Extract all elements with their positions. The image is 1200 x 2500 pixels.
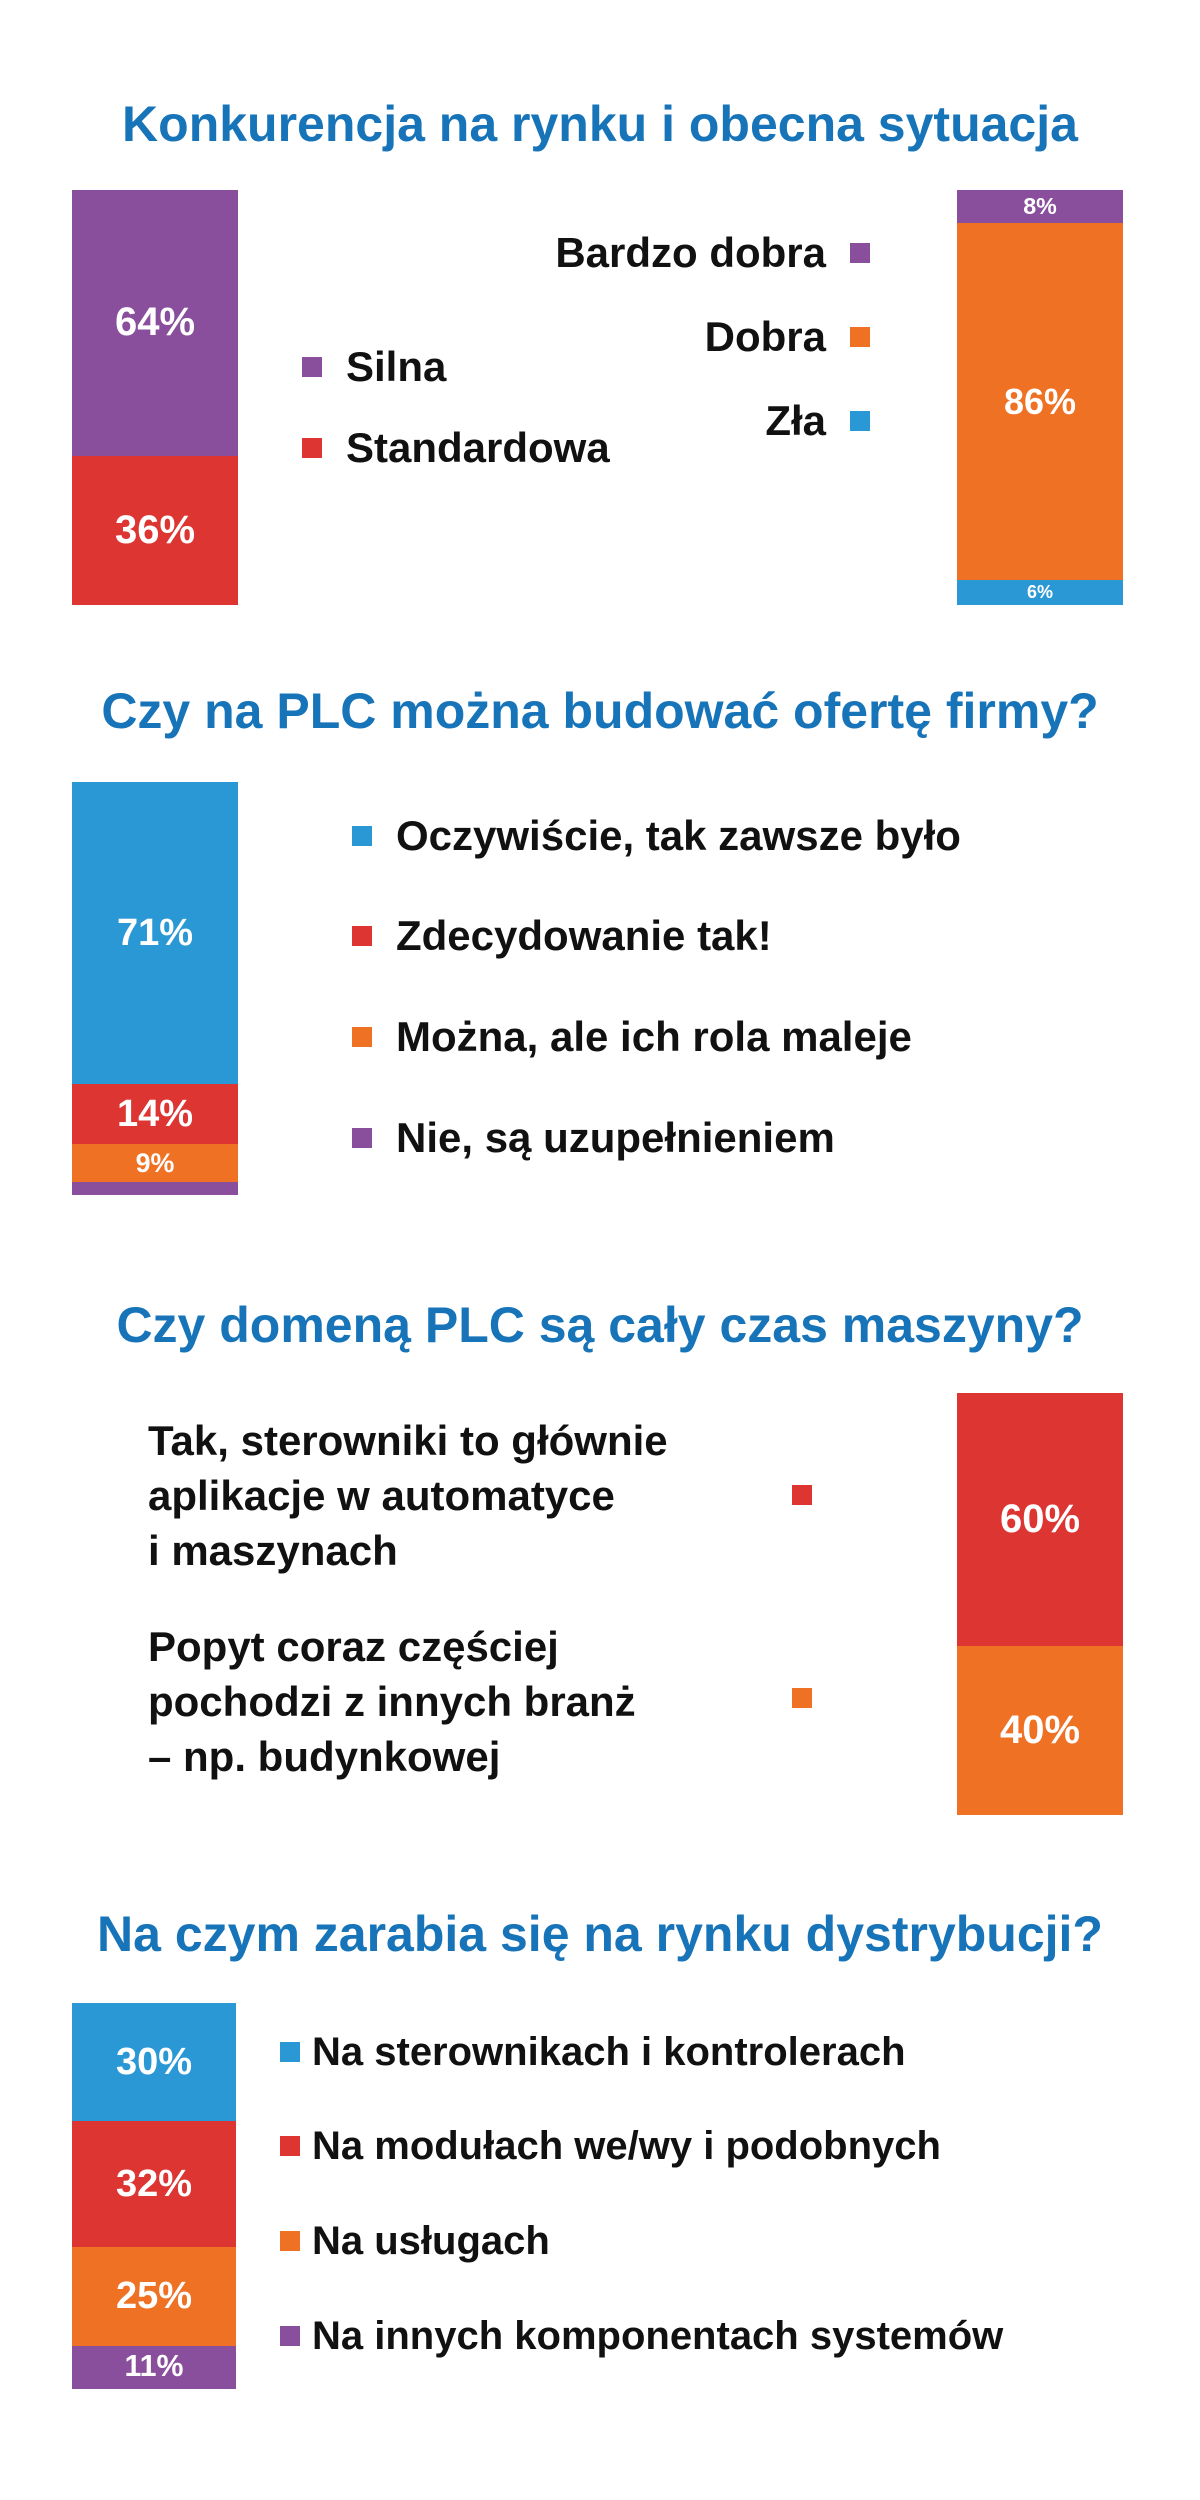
bar-segment: 6% — [957, 580, 1123, 605]
bar-segment: 11% — [72, 2345, 236, 2389]
bar-segment: 60% — [957, 1393, 1123, 1647]
data-label: 25% — [115, 2274, 193, 2317]
legend-item-inne: Na innych komponentach systemów — [280, 2308, 1003, 2364]
legend-item-sterowniki: Na sterownikach i kontrolerach — [280, 2024, 906, 2080]
legend-swatch — [850, 411, 870, 431]
legend-label: Oczywiście, tak zawsze było — [396, 812, 961, 859]
legend-swatch — [352, 1027, 372, 1047]
legend-label: Zdecydowanie tak! — [396, 912, 772, 959]
data-label: 40% — [999, 1708, 1081, 1753]
legend-label: Na usługach — [312, 2218, 550, 2263]
legend-swatch — [280, 2042, 300, 2062]
bar-segment: 32% — [72, 2121, 236, 2248]
legend-item-zdecydowanie: Zdecydowanie tak! — [352, 908, 772, 964]
chart3-bar: 71% 14% 9% — [72, 782, 238, 1195]
legend-item-moduly: Na modułach we/wy i podobnych — [280, 2118, 941, 2174]
legend-item-dobra: Dobra — [470, 309, 870, 365]
chart3-title: Czy na PLC można budować ofertę firmy? — [101, 683, 1099, 739]
legend-item-popyt: Popyt coraz częściej pochodzi z innych b… — [148, 1623, 636, 1780]
bar-segment: 64% — [72, 190, 238, 456]
data-label: 71% — [116, 911, 194, 954]
legend-swatch — [850, 243, 870, 263]
bar-segment — [72, 1182, 238, 1195]
legend-item-uslugi: Na usługach — [280, 2213, 550, 2269]
legend-swatch — [352, 926, 372, 946]
legend-swatch-tak — [792, 1485, 812, 1505]
legend-item-silna: Silna — [302, 339, 446, 395]
chart1-title: Konkurencja na rynku i obecna sytuacja — [122, 96, 1078, 152]
legend-swatch — [352, 826, 372, 846]
legend-label: Dobra — [704, 313, 826, 360]
data-label: 11% — [124, 2350, 184, 2384]
legend-item-oczywiscie: Oczywiście, tak zawsze było — [352, 808, 961, 864]
chart4-title: Czy domeną PLC są cały czas maszyny? — [116, 1297, 1084, 1353]
chart5-title: Na czym zarabia się na rynku dystrybucji… — [97, 1906, 1103, 1962]
bar-segment: 30% — [72, 2003, 236, 2122]
legend-swatch — [302, 438, 322, 458]
data-label: 8% — [1023, 193, 1057, 220]
legend-item-standardowa: Standardowa — [302, 420, 610, 476]
data-label: 9% — [135, 1147, 175, 1178]
legend-swatch — [352, 1128, 372, 1148]
legend-swatch — [280, 2231, 300, 2251]
bar-segment: 86% — [957, 223, 1123, 581]
legend-item-tak: Tak, sterowniki to głównie aplikacje w a… — [148, 1417, 668, 1574]
legend-swatch — [280, 2326, 300, 2346]
data-label: 6% — [1026, 582, 1053, 603]
bar-segment: 40% — [957, 1646, 1123, 1815]
legend-label: Na modułach we/wy i podobnych — [312, 2123, 941, 2168]
legend-item-zla: Zła — [470, 393, 870, 449]
bar-segment: 9% — [72, 1143, 238, 1183]
data-label: 36% — [114, 507, 196, 552]
legend-item-nie: Nie, są uzupełnieniem — [352, 1110, 835, 1166]
legend-label: Na sterownikach i kontrolerach — [312, 2029, 906, 2074]
data-label: 14% — [116, 1092, 194, 1135]
chart4-bar: 60% 40% — [957, 1393, 1123, 1815]
data-label: 30% — [115, 2040, 193, 2083]
legend-item-mozna: Można, ale ich rola maleje — [352, 1009, 912, 1065]
legend-label: Nie, są uzupełnieniem — [396, 1114, 835, 1161]
legend-label: Zła — [765, 397, 826, 444]
bar-segment: 25% — [72, 2247, 236, 2346]
legend-label: Silna — [346, 343, 447, 390]
chart2-bar: 8% 86% 6% — [957, 190, 1123, 605]
legend-label: Standardowa — [346, 424, 610, 471]
data-label: 64% — [114, 300, 196, 345]
chart1-bar: 64% 36% — [72, 190, 238, 605]
legend-swatch-popyt — [792, 1688, 812, 1708]
legend-label: Można, ale ich rola maleje — [396, 1013, 912, 1060]
data-label: 60% — [999, 1497, 1081, 1542]
bar-segment: 71% — [72, 782, 238, 1085]
bar-segment: 8% — [957, 190, 1123, 224]
legend-label: Na innych komponentach systemów — [312, 2313, 1004, 2358]
legend-label: Bardzo dobra — [555, 229, 826, 276]
data-label: 32% — [115, 2162, 193, 2205]
legend-swatch — [280, 2136, 300, 2156]
bar-segment: 36% — [72, 455, 238, 605]
legend-swatch — [850, 327, 870, 347]
bar-segment: 14% — [72, 1084, 238, 1144]
chart5-bar: 30% 32% 25% 11% — [72, 2003, 236, 2389]
legend-item-bardzo-dobra: Bardzo dobra — [470, 225, 870, 281]
data-label: 86% — [1003, 380, 1077, 422]
legend-swatch — [302, 357, 322, 377]
